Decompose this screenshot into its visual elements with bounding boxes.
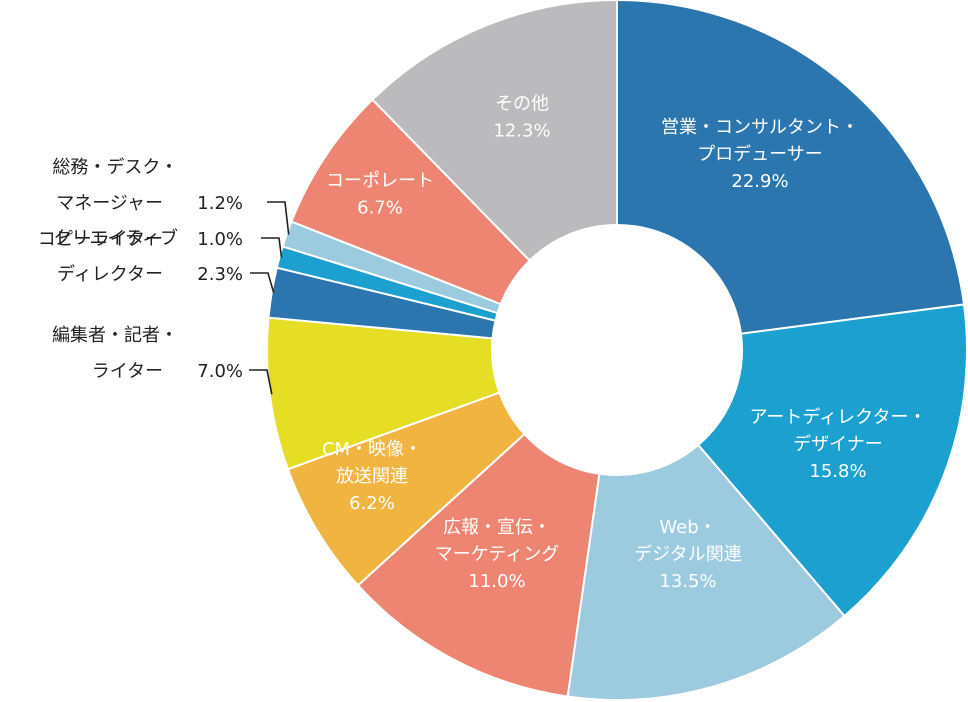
slice-category-label: 放送関連 xyxy=(336,466,408,487)
slice-value-label: 15.8% xyxy=(809,461,866,482)
slice-category-label: ディレクター xyxy=(57,264,163,285)
slice-value-label: 6.2% xyxy=(349,493,395,514)
slice-category-label: CM・映像・ xyxy=(322,439,422,460)
slice-category-label: デザイナー xyxy=(793,434,883,455)
donut-slice xyxy=(371,0,618,262)
leader-line xyxy=(249,369,273,395)
slice-value-label: 7.0% xyxy=(197,361,243,382)
donut-slice xyxy=(696,303,968,618)
donut-slice xyxy=(616,0,966,335)
slice-value-label: 13.5% xyxy=(659,571,716,592)
slice-category-label: コーポレート xyxy=(326,171,434,192)
slice-category-label: デジタル関連 xyxy=(634,544,742,565)
slice-category-label: ライター xyxy=(92,361,163,382)
slice-category-label: 営業・コンサルタント・ xyxy=(661,117,859,138)
slice-category-label: 編集者・記者・ xyxy=(52,325,178,346)
slice-value-label: 6.7% xyxy=(357,198,403,219)
donut-slice xyxy=(356,432,601,698)
slices-group xyxy=(266,0,968,701)
slice-category-label: 広報・宣伝・ xyxy=(443,517,551,538)
leader-line xyxy=(250,272,275,294)
slice-category-label: マネージャー xyxy=(56,193,163,214)
slice-category-label: コピーライター xyxy=(38,229,163,250)
slice-value-label: 22.9% xyxy=(731,171,788,192)
donut-slice xyxy=(566,443,846,701)
slice-category-label: アートディレクター・ xyxy=(750,407,927,428)
slice-value-label: 12.3% xyxy=(493,121,550,142)
slice-category-label: マーケティング xyxy=(435,544,560,565)
leader-line xyxy=(261,237,283,258)
slice-value-label: 1.0% xyxy=(197,229,243,250)
slice-category-label: クリエイティブ xyxy=(53,227,178,249)
labels-group: 営業・コンサルタント・プロデューサー 22.9% アートディレクター・デザイナー 15… xyxy=(38,94,927,593)
slice-value-label: 2.3% xyxy=(197,264,243,285)
slice-category-label: その他 xyxy=(495,94,549,115)
slice-value-label: 11.0% xyxy=(468,571,525,592)
leader-line xyxy=(267,201,290,235)
leader-lines-group xyxy=(249,201,290,395)
slice-value-label: 1.2% xyxy=(197,193,243,214)
slice-category-label: プロデューサー xyxy=(697,144,823,165)
slice-category-label: Web・ xyxy=(659,517,716,538)
slice-category-label: 総務・デスク・ xyxy=(52,157,178,178)
